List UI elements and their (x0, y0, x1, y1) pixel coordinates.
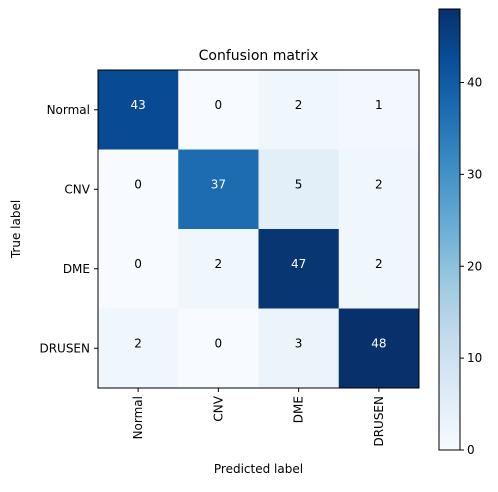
y-axis-ticks: Normal CNV DME DRUSEN (39, 103, 98, 355)
y-tick-label: DRUSEN (39, 341, 90, 355)
cell-value-label: 2 (134, 336, 142, 350)
cell-value-label: 3 (295, 336, 303, 350)
heatmap-cell (178, 229, 259, 309)
cell-value-label: 43 (130, 98, 145, 112)
colorbar-ticks: 0 10 20 30 40 (460, 76, 482, 457)
y-tick-label: DME (63, 262, 90, 276)
colorbar-tick-label: 10 (467, 351, 482, 365)
y-tick-label: Normal (47, 103, 90, 117)
cell-value-label: 37 (211, 177, 226, 191)
colorbar-tick-label: 20 (467, 259, 482, 273)
heatmap-cell (98, 308, 179, 389)
cell-value-label: 0 (215, 98, 223, 112)
colorbar-tick-label: 30 (467, 167, 482, 181)
plot-frame (97, 69, 420, 389)
heatmap-cell (258, 229, 340, 309)
x-tick-label: DME (292, 396, 306, 423)
heatmap-cell (178, 308, 259, 389)
heatmap-cell (338, 70, 420, 150)
heatmap-cell (258, 70, 340, 150)
cell-value-label: 2 (375, 177, 383, 191)
heatmap-cell (338, 308, 420, 389)
cell-value-label: 2 (295, 98, 303, 112)
heatmap-cell (338, 229, 420, 309)
cell-value-label: 2 (375, 257, 383, 271)
heatmap-cells (98, 70, 420, 389)
x-axis-ticks: Normal CNV DME DRUSEN (131, 388, 386, 447)
x-tick-label: CNV (211, 395, 225, 421)
heatmap-cell (178, 70, 259, 150)
cell-value-label: 1 (375, 98, 383, 112)
cell-value-labels: 43 0 2 1 0 37 5 2 0 2 47 2 2 0 3 48 (130, 98, 386, 351)
x-tick-label: DRUSEN (372, 396, 386, 447)
x-tick-label: Normal (131, 396, 145, 439)
heatmap-cell (258, 149, 340, 230)
heatmap-cell (98, 229, 179, 309)
cell-value-label: 0 (134, 257, 142, 271)
colorbar (438, 8, 461, 451)
y-tick-label: CNV (64, 182, 90, 196)
colorbar-tick-label: 0 (467, 443, 475, 457)
heatmap-cell (178, 149, 259, 230)
cell-value-label: 47 (291, 257, 306, 271)
cell-value-label: 2 (215, 257, 223, 271)
cell-value-label: 48 (371, 336, 386, 350)
heatmap-cell (338, 149, 420, 230)
heatmap-cell (98, 149, 179, 230)
cell-value-label: 5 (295, 177, 303, 191)
y-axis-label: True label (9, 200, 23, 259)
cell-value-label: 0 (215, 336, 223, 350)
chart-title: Confusion matrix (199, 48, 319, 64)
x-axis-label: Predicted label (214, 462, 303, 476)
heatmap-cell (98, 70, 179, 150)
colorbar-tick-label: 40 (467, 76, 482, 90)
cell-value-label: 0 (134, 177, 142, 191)
heatmap-cell (258, 308, 340, 389)
